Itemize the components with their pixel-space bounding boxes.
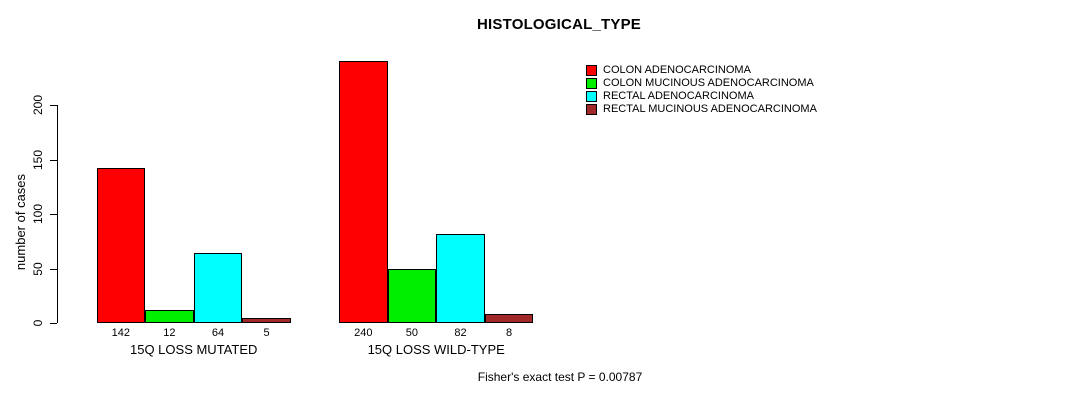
bar-value-label: 142 — [111, 327, 130, 339]
y-axis-tick-label: 100 — [31, 203, 45, 225]
bar — [193, 253, 243, 323]
chart-title: HISTOLOGICAL_TYPE — [477, 16, 641, 33]
bar — [387, 268, 437, 323]
legend-label: COLON MUCINOUS ADENOCARCINOMA — [603, 77, 814, 89]
bar — [484, 314, 534, 323]
legend-label: COLON ADENOCARCINOMA — [603, 64, 751, 76]
y-axis-tick-label: 150 — [31, 149, 45, 170]
y-axis-title-text: number of cases — [12, 173, 28, 271]
bar — [96, 168, 146, 323]
bar-value-label: 12 — [163, 327, 176, 339]
y-axis-title: number of cases — [12, 147, 28, 297]
y-axis-tick-label: 50 — [31, 261, 45, 276]
legend-swatch — [586, 65, 597, 76]
bar-value-label: 5 — [263, 327, 270, 339]
legend-item: COLON MUCINOUS ADENOCARCINOMA — [586, 77, 817, 90]
x-axis-group-label: 15Q LOSS WILD-TYPE — [367, 342, 505, 357]
y-axis-tick-label: 0 — [31, 319, 45, 327]
stat-annotation: Fisher's exact test P = 0.00787 — [477, 370, 643, 384]
legend-item: RECTAL MUCINOUS ADENOCARCINOMA — [586, 103, 817, 116]
bar-value-label: 8 — [506, 327, 513, 339]
bar-value-label: 240 — [354, 327, 373, 339]
bar — [242, 317, 291, 323]
y-axis-tick — [50, 159, 57, 161]
bar — [145, 309, 194, 323]
y-axis-tick-label: 200 — [31, 94, 45, 116]
bar-value-label: 64 — [211, 327, 225, 339]
bar-value-label: 82 — [454, 327, 467, 339]
y-axis-tick — [50, 214, 57, 215]
legend-swatch — [586, 104, 597, 115]
legend-item: COLON ADENOCARCINOMA — [586, 64, 817, 77]
legend-label: RECTAL MUCINOUS ADENOCARCINOMA — [603, 103, 817, 115]
x-axis-group-label: 15Q LOSS MUTATED — [130, 342, 258, 357]
legend-label: RECTAL ADENOCARCINOMA — [603, 90, 754, 102]
y-axis-tick — [50, 323, 57, 324]
legend-swatch — [586, 78, 597, 89]
y-axis-line — [57, 105, 58, 323]
bar — [436, 233, 485, 323]
bar — [339, 61, 388, 323]
legend-swatch — [586, 91, 597, 102]
legend: COLON ADENOCARCINOMA COLON MUCINOUS ADENO… — [586, 64, 817, 116]
bar-value-label: 50 — [405, 327, 419, 339]
y-axis-tick — [50, 268, 57, 270]
y-axis-tick — [50, 105, 57, 106]
legend-item: RECTAL ADENOCARCINOMA — [586, 90, 817, 103]
